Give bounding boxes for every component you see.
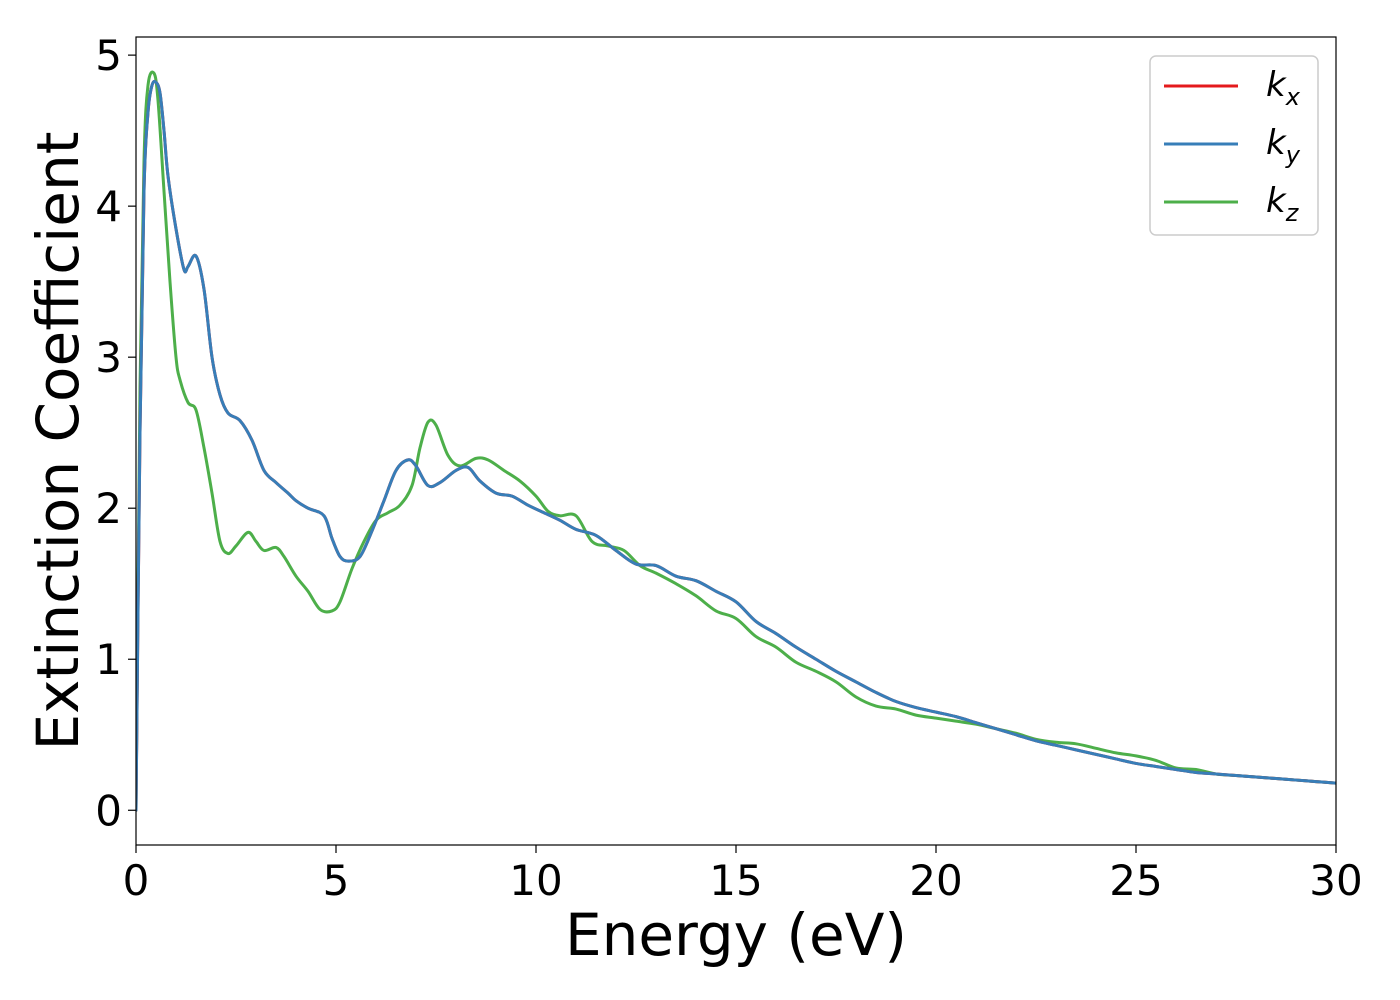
x-tick-label: 0 <box>123 856 150 905</box>
y-axis-title: Extinction Coefficient <box>24 132 92 751</box>
x-tick-label: 5 <box>323 856 350 905</box>
plot-frame <box>135 36 1337 846</box>
x-axis-title: Energy (eV) <box>565 901 907 969</box>
x-tick-label: 30 <box>1309 856 1362 905</box>
legend-label-k-y: ky <box>1266 123 1301 169</box>
x-tick-label: 25 <box>1109 856 1162 905</box>
legend-label-k-z: kz <box>1266 181 1300 227</box>
legend-label-main: k <box>1266 181 1287 221</box>
series-layer <box>136 70 1336 812</box>
y-tick-label: 2 <box>95 484 122 533</box>
ticks-layer: 0 5 10 15 20 25 30 0 1 2 3 4 5 <box>95 31 1362 905</box>
y-tick-label: 3 <box>95 333 122 382</box>
legend-label-subscript: y <box>1285 141 1301 169</box>
y-tick-label: 0 <box>95 786 122 835</box>
x-tick-label: 15 <box>709 856 762 905</box>
legend-label-main: k <box>1266 65 1287 105</box>
x-tick-label: 10 <box>509 856 562 905</box>
legend-label-main: k <box>1266 123 1287 163</box>
series-line-k-z <box>136 70 1336 812</box>
y-tick-label: 5 <box>95 31 122 80</box>
legend-label-subscript: x <box>1285 83 1301 111</box>
legend-label-subscript: z <box>1285 199 1300 227</box>
series-line-k-y <box>136 79 1336 812</box>
y-tick-label: 1 <box>95 635 122 684</box>
legend-label-k-x: kx <box>1266 65 1301 111</box>
x-tick-label: 20 <box>909 856 962 905</box>
y-tick-label: 4 <box>95 182 122 231</box>
